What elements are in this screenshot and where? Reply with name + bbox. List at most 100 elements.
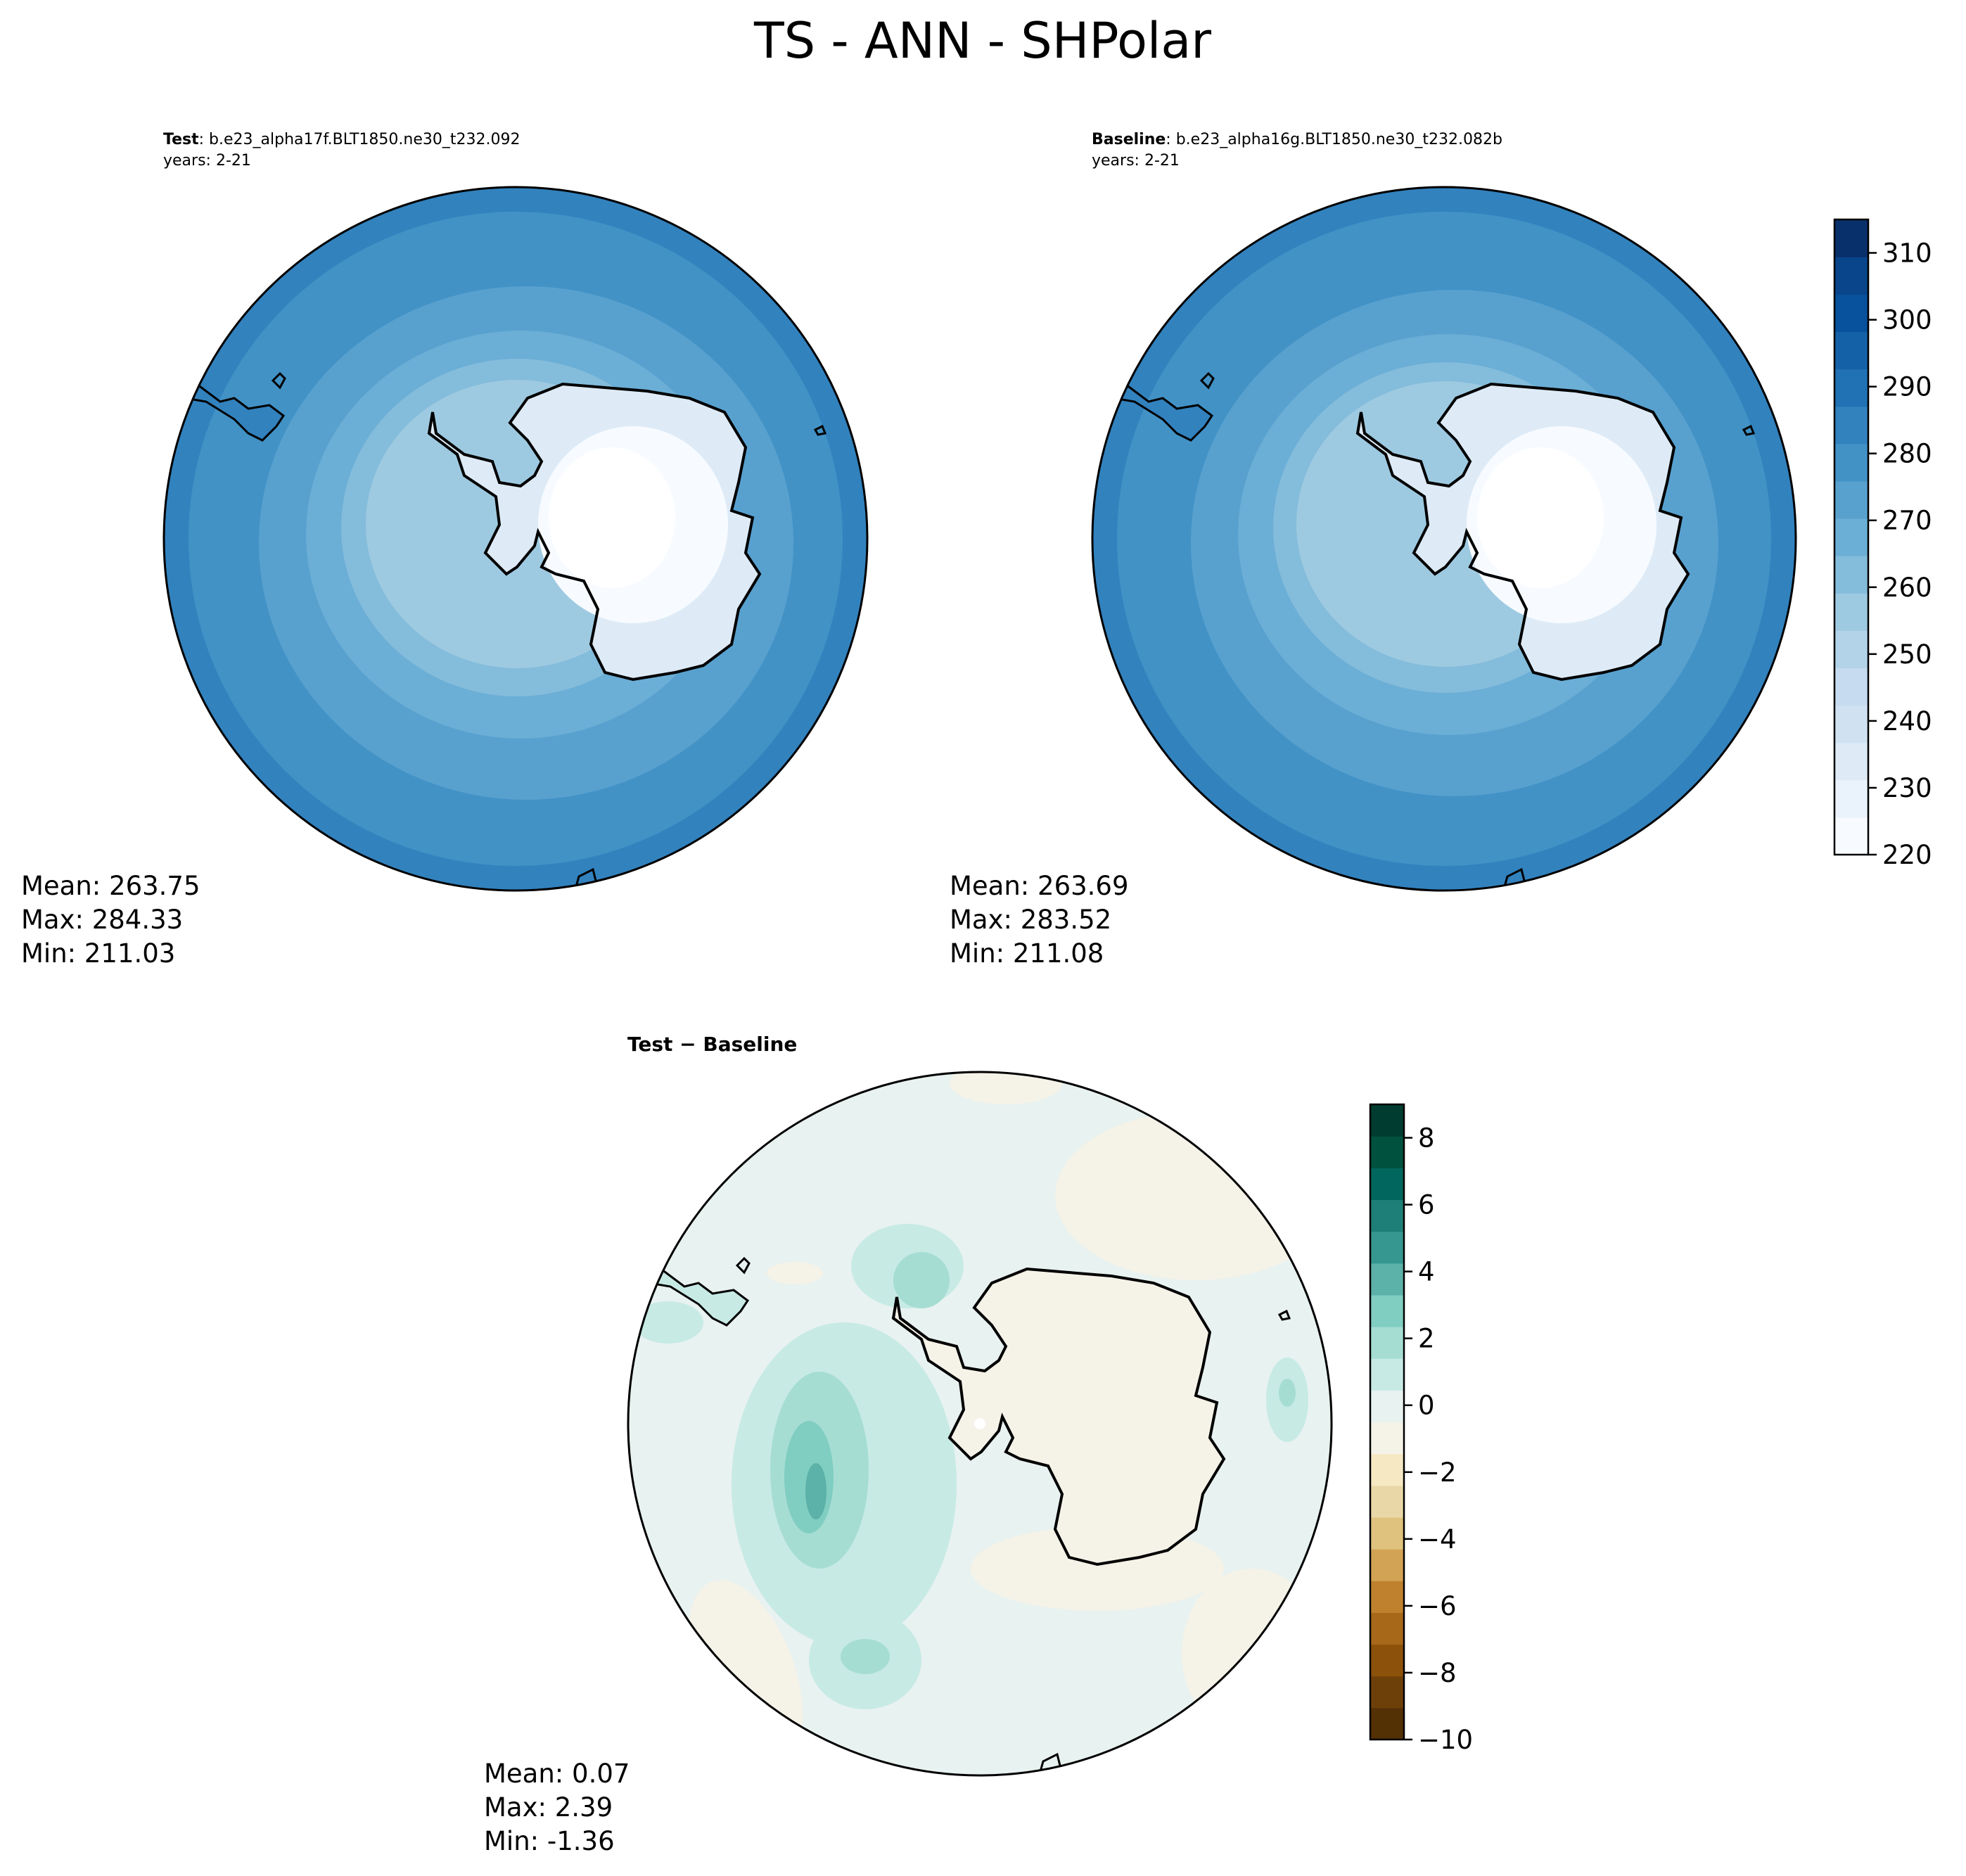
colorbar-main-tick-label: 270	[1882, 506, 1932, 536]
diff-teal-sa	[633, 1301, 703, 1344]
colorbar-diff-segment	[1370, 1676, 1404, 1709]
colorbar-main-segment	[1834, 219, 1868, 257]
test-title-bold: Test	[163, 131, 199, 148]
colorbar-diff-tick-label: 6	[1418, 1190, 1435, 1220]
baseline-stat-max: Max: 283.52	[950, 905, 1111, 935]
colorbar-main-segment	[1834, 480, 1868, 519]
test-map-border	[162, 186, 869, 892]
colorbar-main-tick-label: 260	[1882, 573, 1932, 603]
colorbar-main-tick-label: 290	[1882, 372, 1932, 402]
panel-difference: Test − Baseline	[484, 1033, 1333, 1856]
baseline-stat-mean: Mean: 263.69	[950, 871, 1129, 901]
test-title-rest: : b.e23_alpha17f.BLT1850.ne30_t232.092	[199, 131, 521, 148]
colorbar-diff-segment	[1370, 1517, 1404, 1550]
colorbar-main-segment	[1834, 518, 1868, 556]
diff-teal-south-2	[841, 1639, 890, 1674]
colorbar-diff-segment	[1370, 1422, 1404, 1455]
test-subtitle: years: 2-21	[163, 152, 251, 170]
baseline-title-rest: : b.e23_alpha16g.BLT1850.ne30_t232.082b	[1166, 131, 1502, 148]
colorbar-main-segment	[1834, 257, 1868, 295]
colorbar-diff-tick-label: 8	[1418, 1123, 1435, 1154]
baseline-subtitle: years: 2-21	[1092, 152, 1180, 170]
colorbar-diff-segment	[1370, 1581, 1404, 1613]
baseline-map-border	[1091, 186, 1797, 892]
baseline-ice-max	[1477, 447, 1604, 588]
diff-teal-4	[805, 1463, 826, 1519]
colorbar-main-segment	[1834, 331, 1868, 370]
colorbar-diff-fill	[1370, 1104, 1404, 1740]
test-map	[162, 186, 869, 892]
colorbar-diff-tick-label: −4	[1418, 1524, 1457, 1555]
colorbar-main-tick-label: 280	[1882, 439, 1932, 469]
colorbar-diff-segment	[1370, 1294, 1404, 1327]
colorbar-main-frame	[1833, 218, 1870, 856]
diff-teal-east-2	[1279, 1379, 1296, 1407]
colorbar-main-segment	[1834, 406, 1868, 445]
colorbar-main-tick-label: 240	[1882, 706, 1932, 736]
colorbar-main-segment	[1834, 294, 1868, 332]
colorbar-diff-segment	[1370, 1612, 1404, 1645]
colorbar-diff-segment	[1370, 1390, 1404, 1423]
colorbar-diff-frame	[1369, 1103, 1405, 1741]
colorbar-diff-segment	[1370, 1485, 1404, 1518]
colorbar-diff-segment	[1370, 1168, 1404, 1201]
colorbar-diff-segment	[1370, 1644, 1404, 1677]
colorbar-main-segment	[1834, 668, 1868, 706]
colorbar-main-segment	[1834, 630, 1868, 669]
colorbar-diff-segment	[1370, 1707, 1404, 1740]
diff-beige-n	[950, 1072, 1062, 1104]
colorbar-main-segment	[1834, 705, 1868, 744]
colorbar-diff-tick-label: 4	[1418, 1257, 1435, 1287]
difference-title: Test − Baseline	[627, 1033, 797, 1056]
colorbar-diff-segment	[1370, 1327, 1404, 1359]
colorbar-diff-segment	[1370, 1199, 1404, 1232]
diff-beige-se	[1182, 1569, 1322, 1737]
panel-test: Test: b.e23_alpha17f.BLT1850.ne30_t232.0…	[21, 131, 869, 969]
colorbar-main-tick-label: 220	[1882, 840, 1932, 870]
colorbar-diff-segment	[1370, 1263, 1404, 1296]
test-ice-max	[549, 447, 675, 588]
colorbar-main-segment	[1834, 593, 1868, 631]
colorbar-main-tick-label: 310	[1882, 238, 1932, 269]
baseline-title: Baseline: b.e23_alpha16g.BLT1850.ne30_t2…	[1092, 131, 1502, 148]
difference-stat-max: Max: 2.39	[484, 1792, 613, 1823]
panel-baseline: Baseline: b.e23_alpha16g.BLT1850.ne30_t2…	[950, 131, 1797, 969]
colorbar-main-tick-label: 250	[1882, 639, 1932, 670]
colorbar-diff-tick-label: −6	[1418, 1591, 1457, 1621]
diff-beige-nw	[767, 1262, 823, 1284]
colorbar-main-segment	[1834, 443, 1868, 482]
colorbar-diff-segment	[1370, 1358, 1404, 1391]
colorbar-main-fill	[1834, 219, 1868, 855]
colorbar-main-tick-label: 230	[1882, 773, 1932, 803]
colorbar-diff-segment	[1370, 1136, 1404, 1168]
colorbar-diff-segment	[1370, 1104, 1404, 1137]
diff-teal-peninsula-2	[893, 1252, 950, 1308]
colorbar-diff-segment	[1370, 1453, 1404, 1486]
colorbar-diff-tick-label: −10	[1418, 1725, 1473, 1755]
test-stat-max: Max: 284.33	[21, 905, 183, 935]
colorbar-diff-segment	[1370, 1231, 1404, 1264]
colorbar-main-tick-label: 300	[1882, 305, 1932, 336]
diff-pole	[974, 1418, 985, 1429]
colorbar-diff: −10 −8 −6 −4 −2 0 2 4 6 8	[1369, 1103, 1473, 1755]
baseline-title-bold: Baseline	[1092, 131, 1166, 148]
difference-map-border	[627, 1071, 1333, 1777]
colorbar-main-segment	[1834, 556, 1868, 594]
test-stat-min: Min: 211.03	[21, 938, 175, 969]
colorbar-main-segment	[1834, 742, 1868, 781]
colorbar-main-segment	[1834, 817, 1868, 855]
colorbar-diff-tick-label: −2	[1418, 1457, 1457, 1488]
test-title: Test: b.e23_alpha17f.BLT1850.ne30_t232.0…	[163, 131, 520, 148]
colorbar-main-segment	[1834, 779, 1868, 818]
colorbar-diff-segment	[1370, 1549, 1404, 1581]
colorbar-diff-tick-label: 0	[1418, 1391, 1435, 1421]
baseline-stat-min: Min: 211.08	[950, 938, 1104, 969]
difference-map	[627, 1071, 1333, 1777]
diff-beige-ne	[1055, 1111, 1332, 1280]
colorbar-diff-tick-label: −8	[1418, 1658, 1457, 1688]
colorbar-main: 220 230 240 250 260 270 280 290 300 310	[1833, 218, 1932, 870]
test-stat-mean: Mean: 263.75	[21, 871, 200, 901]
colorbar-main-segment	[1834, 369, 1868, 407]
colorbar-diff-tick-label: 2	[1418, 1324, 1435, 1354]
